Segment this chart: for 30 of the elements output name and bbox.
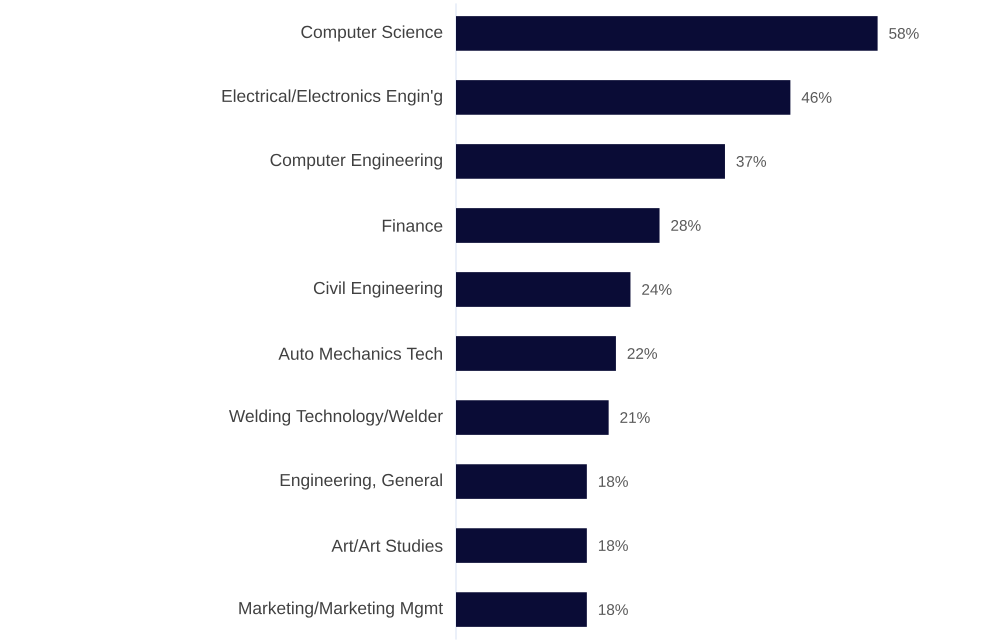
y-tick-label: Auto Mechanics Tech: [278, 347, 442, 360]
data-label: 24%: [642, 284, 672, 295]
y-tick-label: Finance: [382, 219, 442, 232]
y-tick-label: Electrical/Electronics Engin'g: [222, 89, 442, 106]
bar: [456, 336, 616, 371]
data-label: 18%: [598, 476, 628, 487]
y-tick-label: Welding Technology/Welder: [228, 409, 443, 426]
y-tick-label: Art/Art Studies: [331, 539, 442, 552]
bar: [456, 80, 790, 115]
bar: [456, 16, 878, 51]
y-tick-label: Engineering, General: [280, 473, 442, 490]
bar: [456, 208, 660, 243]
data-label: 37%: [736, 156, 766, 167]
data-label: 18%: [598, 604, 628, 616]
y-tick-label: Computer Science: [301, 25, 442, 42]
data-label: 58%: [889, 28, 919, 39]
y-tick-label: Marketing/Marketing Mgmt: [239, 602, 443, 618]
data-label: 28%: [671, 220, 701, 231]
data-label: 21%: [620, 412, 650, 423]
data-label: 22%: [628, 348, 657, 359]
bar: [456, 272, 630, 307]
bar: [456, 592, 587, 627]
bar: [456, 464, 587, 499]
bar: [456, 144, 725, 179]
y-tick-label: Civil Engineering: [314, 281, 442, 298]
bar: [456, 528, 587, 563]
y-tick-label: Computer Engineering: [270, 153, 442, 170]
bar: [456, 400, 609, 435]
data-label: 18%: [598, 540, 628, 551]
data-label: 46%: [802, 92, 832, 103]
